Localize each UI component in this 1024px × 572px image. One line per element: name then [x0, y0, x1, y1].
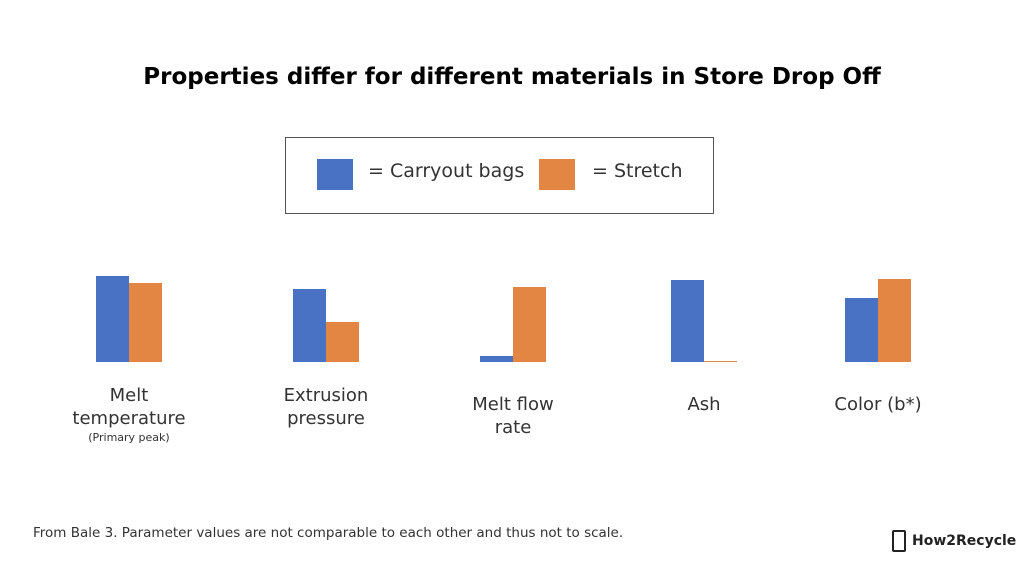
legend-swatch [539, 159, 575, 190]
bar [513, 287, 546, 362]
bar [845, 298, 878, 362]
category-label: Melt flow rate [472, 394, 554, 438]
category-label: Melt temperature [72, 385, 186, 429]
bar [293, 289, 326, 362]
bar [129, 283, 162, 362]
logo-icon [892, 530, 906, 552]
category-label: Color (b*) [834, 394, 922, 415]
footnote: From Bale 3. Parameter values are not co… [33, 525, 624, 541]
chart-title: Properties differ for different material… [143, 64, 881, 90]
bar [326, 322, 359, 362]
legend-label: = Carryout bags [368, 160, 525, 182]
legend-label: = Stretch [592, 160, 683, 182]
bar [671, 280, 704, 362]
bar [480, 356, 513, 362]
legend: = Carryout bags = Stretch [285, 137, 714, 214]
category-label: Extrusion pressure [283, 385, 369, 429]
bar [96, 276, 129, 362]
category-label: Ash [687, 394, 721, 415]
legend-swatch [317, 159, 353, 190]
brand: How2Recycle [912, 533, 1017, 549]
category-note: (Primary peak) [88, 431, 170, 444]
bar [878, 279, 911, 362]
bar [704, 361, 737, 362]
